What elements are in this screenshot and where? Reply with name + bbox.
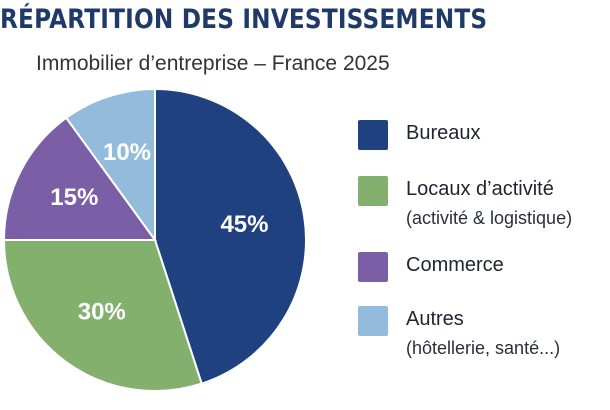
pie-slice-2: [2, 116, 157, 241]
pie-slice-0: [154, 87, 307, 385]
pie-slice-1: [2, 239, 203, 392]
chart-subtitle: Immobilier d’entreprise – France 2025: [36, 52, 390, 75]
slice-data-label: 45%: [220, 211, 268, 238]
legend-label: Bureaux: [406, 122, 481, 144]
slice-data-label: 15%: [50, 184, 98, 211]
legend-swatch: [358, 306, 388, 336]
legend-swatch: [358, 120, 388, 150]
slice-data-label: 10%: [103, 139, 151, 166]
legend-note: (hôtellerie, santé...): [406, 338, 561, 358]
slice-data-label: 30%: [78, 299, 126, 326]
legend-note: (activité & logistique): [406, 208, 573, 228]
legend-swatch: [358, 252, 388, 282]
legend-swatch: [358, 176, 388, 206]
chart-title: RÉPARTITION DES INVESTISSEMENTS: [0, 4, 488, 35]
legend-label: Commerce: [406, 254, 504, 276]
legend-label: Locaux d’activité: [406, 178, 554, 200]
pie-slice-3: [64, 87, 156, 244]
legend-label: Autres: [406, 308, 464, 330]
